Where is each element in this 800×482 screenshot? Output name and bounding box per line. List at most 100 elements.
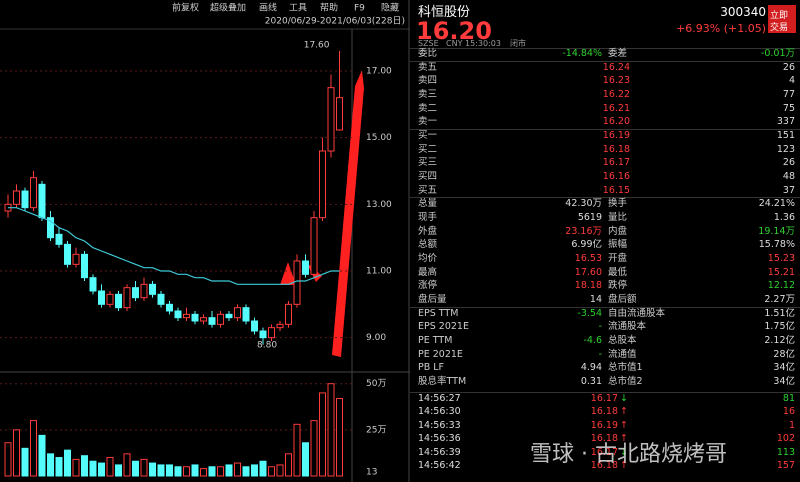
volume-bar: [259, 460, 267, 477]
tick-direction: ↑: [620, 419, 628, 431]
candle-body: [98, 290, 105, 305]
toolbar-item[interactable]: 帮助: [320, 2, 338, 14]
volume-bar: [225, 464, 233, 477]
stat-label: 换手: [608, 198, 628, 210]
ratio-value: -14.84%: [562, 48, 602, 59]
toolbar-item[interactable]: 画线: [259, 2, 277, 14]
low-label: 8.80: [257, 341, 277, 351]
candle-body: [55, 233, 63, 245]
volume-bar: [251, 464, 258, 477]
stat-label: 盘后量: [418, 294, 447, 306]
tick-time: 14:56:36: [418, 433, 461, 445]
row-divider: [410, 129, 800, 131]
candle-body: [285, 303, 292, 325]
fundamental-label: 总股本: [608, 335, 637, 347]
tick-price: 16.17: [590, 393, 618, 404]
fundamental-label: 总市值1: [608, 362, 643, 374]
fundamental-value: 1.51亿: [764, 307, 795, 319]
stat-value: 19.14万: [758, 225, 795, 237]
arrow: [280, 262, 296, 285]
stat-label: 盘后额: [608, 294, 637, 306]
order-volume: 75: [782, 102, 795, 114]
candle-body: [183, 313, 190, 319]
stat-value: 18.18: [574, 280, 602, 292]
volume-bar: [276, 464, 284, 477]
tick-price: 16.19: [590, 419, 618, 431]
y-tick-label: 13.00: [366, 200, 392, 210]
order-volume: 26: [782, 157, 795, 169]
tick-time: 14:56:39: [418, 446, 461, 458]
stat-label: 最低: [608, 266, 628, 278]
fundamental-value: 2.12亿: [764, 335, 795, 347]
order-price: 16.22: [602, 89, 630, 100]
volume-bar: [234, 462, 241, 477]
volume-bar: [115, 464, 122, 477]
order-label: 卖一: [418, 116, 438, 128]
price: 16.20: [416, 17, 492, 45]
candle-body: [166, 303, 173, 312]
stat-label: 涨停: [418, 280, 438, 292]
row-divider: [410, 48, 800, 49]
row-divider: [410, 197, 800, 199]
fundamental-label: 股息率TTM: [418, 376, 467, 388]
volume-bar: [336, 397, 343, 477]
tick-time: 14:56:27: [418, 393, 461, 404]
fundamental-label: PE TTM: [418, 335, 453, 347]
volume-bar: [4, 442, 12, 477]
market-info: CNY: [446, 39, 463, 48]
volume-bar: [55, 457, 63, 477]
volume-bar: [149, 462, 156, 477]
volume-bar: [72, 458, 80, 477]
fundamental-label: EPS TTM: [418, 307, 459, 319]
arrow: [332, 70, 364, 357]
stat-value: 15.23: [767, 253, 795, 265]
order-volume: 123: [776, 143, 795, 155]
watermark: 雪球 · 古北路烧烤哥: [530, 442, 727, 467]
market-info: 闭市: [510, 39, 526, 48]
candle-body: [132, 287, 139, 299]
toolbar-item[interactable]: 工具: [289, 3, 307, 14]
tick-volume: 157: [776, 460, 795, 471]
volume-bar: [217, 466, 224, 477]
volume-bar: [38, 434, 46, 477]
row-divider: [410, 391, 800, 393]
volume-tick-label: 25万: [366, 425, 386, 435]
toolbar-item[interactable]: F9: [354, 4, 365, 14]
stat-value: 12.12: [767, 280, 795, 292]
ratio-label: 委差: [608, 48, 628, 59]
order-volume: 4: [788, 75, 795, 87]
volume-bar: [106, 457, 114, 477]
fundamental-value: 34亿: [773, 376, 795, 388]
stock-code: 300340: [720, 5, 766, 19]
stat-label: 总额: [418, 239, 438, 251]
stat-label: 振幅: [608, 239, 628, 251]
order-label: 卖四: [418, 75, 438, 87]
trade-button-label[interactable]: 交易: [770, 22, 789, 33]
candle-body: [302, 260, 309, 275]
toolbar-item[interactable]: 前复权: [172, 2, 199, 14]
tick-price: 16.18: [590, 460, 618, 471]
chart: 前复权 超级叠加 画线 工具 帮助 F9 隐藏 2020/06/29-2021/06/03(2…: [0, 0, 410, 482]
order-volume: 48: [782, 171, 795, 183]
stat-label: 现手: [418, 212, 438, 224]
candle-body: [157, 293, 165, 305]
ratio-label: 委比: [418, 48, 438, 59]
candle-body: [327, 87, 335, 152]
candle-body: [242, 307, 250, 322]
tick-direction: ↑: [620, 406, 628, 418]
stat-value: 16.53: [574, 253, 602, 265]
toolbar-item[interactable]: 隐藏: [381, 2, 399, 14]
stat-value: 1.36: [773, 212, 795, 224]
candle-body: [115, 293, 122, 309]
toolbar-item[interactable]: 超级叠加: [210, 2, 246, 14]
fundamental-label: 流通股本: [608, 321, 647, 333]
candle-body: [225, 313, 233, 319]
volume-tick-label: 50万: [366, 379, 386, 389]
tick-time: 14:56:42: [418, 460, 461, 471]
volume-bar: [166, 464, 173, 477]
trade-button-label[interactable]: 立即: [770, 10, 789, 21]
order-price: 16.23: [602, 75, 630, 87]
volume-bar: [293, 423, 301, 477]
order-label: 买四: [418, 171, 438, 183]
trade-button[interactable]: 立即 交易: [768, 5, 796, 33]
